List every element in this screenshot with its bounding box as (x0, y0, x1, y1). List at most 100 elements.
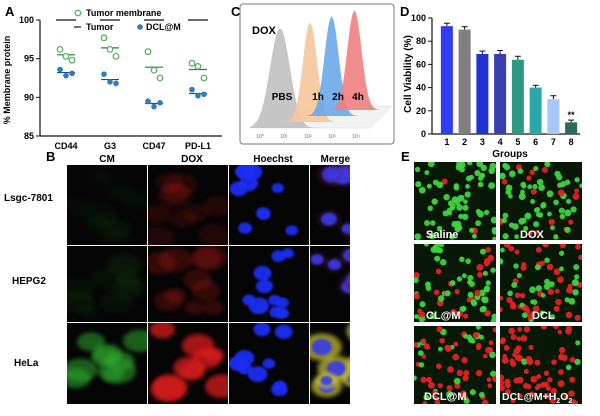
panel-e-live-cell (548, 281, 555, 288)
panel-b-cell-dox (165, 288, 187, 304)
panel-e-live-cell (449, 280, 456, 286)
panel-e-dead-cell (509, 358, 515, 364)
panel-b-nucleus-merge (326, 169, 339, 180)
panel-e-live-cell (425, 281, 431, 288)
panel-e-live-cell (414, 375, 417, 381)
panel-e-live-cell (527, 184, 533, 190)
panel-b-tile-content (242, 248, 295, 319)
panel-e-live-cell (512, 223, 519, 230)
panel-d-xtick-label: 5 (515, 137, 520, 147)
panel-b-row-hepg2: HEPG2 (12, 276, 46, 287)
panel-b-nucleus (281, 248, 295, 259)
panel-e-dead-cell (525, 355, 532, 363)
panel-e-dead-cell (550, 387, 558, 395)
panel-b-cell-cm (67, 368, 91, 389)
panel-e-live-cell (480, 305, 487, 312)
panel-a-ytick-label: 95 (24, 54, 34, 64)
panel-e-live-cell (436, 181, 444, 189)
panel-e-dead-cell (569, 376, 576, 383)
panel-e-tile-dclm-h2o2 (500, 326, 582, 404)
panel-e-tile-dclm (414, 326, 496, 404)
panel-b-tile-hela-cm (67, 323, 147, 404)
panel-b-nucleus-merge (346, 273, 350, 285)
panel-b-nucleus (241, 165, 263, 181)
panel-b-nucleus (275, 297, 289, 309)
panel-a-tumor-membrane-point (56, 45, 64, 53)
panel-d-xtick-label: 7 (551, 137, 556, 147)
panel-e-live-cell (430, 220, 436, 226)
panel-e-dead-cell (500, 338, 506, 345)
panel-label-e: E (401, 149, 410, 164)
panel-e-dead-cell (527, 231, 533, 236)
panel-e-live-cell (572, 289, 579, 296)
panel-e-live-cell (549, 314, 556, 320)
panel-a-xtick-label: G3 (104, 141, 116, 150)
panel-e-live-cell (489, 351, 496, 359)
panel-e-live-cell (559, 213, 566, 220)
panel-e-live-cell (558, 207, 565, 214)
panel-c-xtick-label: 10¹ (280, 134, 288, 140)
panel-b-nucleus (253, 323, 271, 337)
panel-e-live-cell (462, 204, 469, 211)
panel-e-live-cell (459, 162, 466, 169)
panel-label-d: D (400, 4, 409, 19)
panel-b-nucleus (242, 294, 256, 306)
panel-e-live-cell (507, 290, 513, 297)
panel-e-dead-cell (508, 327, 516, 335)
panel-e-live-cell (531, 299, 538, 305)
panel-e-dead-cell (526, 175, 532, 181)
panel-e-dead-cell (569, 357, 576, 363)
panel-e-dead-cell (503, 344, 510, 351)
panel-e-live-cell (564, 226, 571, 234)
panel-e-live-cell (451, 220, 459, 228)
panel-e-live-cell (501, 217, 507, 224)
panel-e-live-cell (471, 233, 477, 239)
panel-b-tile-hela-hoechst (229, 323, 309, 404)
panel-e-live-cell (574, 358, 581, 365)
panel-b-cell-dox (198, 223, 228, 245)
legend-tumor-membrane-marker (74, 9, 82, 17)
panel-e-live-cell (536, 178, 544, 186)
panel-e-dead-cell (454, 289, 460, 295)
panel-e-dead-cell (572, 193, 580, 200)
legend-tumor-membrane-label: Tumor membrane (86, 8, 161, 18)
panel-e-dead-cell (554, 288, 560, 294)
panel-e-live-cell (458, 166, 465, 173)
panel-b-tile-hela-dox (148, 323, 228, 404)
panel-e-live-cell (530, 198, 536, 204)
panel-e-dead-cell (462, 375, 469, 382)
panel-b-nucleus (285, 225, 299, 236)
panel-e-live-cell (430, 246, 438, 254)
panel-e-live-cell (533, 166, 539, 172)
panel-d-bar-group-6 (529, 87, 542, 134)
panel-e-dead-cell (536, 383, 542, 389)
panel-e-dead-cell (450, 308, 458, 316)
panel-e-dead-cell (516, 336, 522, 342)
panel-e-dead-cell (500, 306, 503, 313)
panel-e-dead-cell (482, 399, 489, 404)
panel-e-live-cell (544, 162, 551, 168)
panel-e-dead-cell (492, 375, 496, 383)
panel-e-live-cell (440, 259, 447, 266)
panel-e-live-cell (529, 286, 536, 294)
panel-e-live-cell (574, 177, 580, 183)
panel-e-dead-cell (546, 263, 554, 271)
panel-e-live-cell (470, 298, 477, 305)
panel-b-cell-cm (87, 167, 115, 186)
panel-d-bar-group-5 (511, 59, 524, 135)
panel-e-live-cell (508, 193, 513, 199)
panel-b-nucleus (247, 366, 268, 383)
panel-e-dead-cell (487, 254, 495, 262)
panel-e-live-cell (461, 213, 469, 221)
panel-a-dclm-point (113, 80, 119, 87)
panel-a-xtick-label: CD47 (142, 141, 165, 150)
panel-e-live-cell (417, 350, 424, 357)
panel-e-live-cell (469, 227, 475, 233)
panel-e-live-cell (414, 166, 421, 173)
panel-d-xtick-label: 2 (462, 137, 467, 147)
panel-e-dead-cell (453, 341, 459, 347)
panel-e-dead-cell (446, 384, 453, 391)
panel-c-xtick-label: 10⁴ (352, 134, 360, 140)
panel-e-live-cell (483, 286, 491, 293)
panel-a-dclm-point (151, 103, 157, 110)
